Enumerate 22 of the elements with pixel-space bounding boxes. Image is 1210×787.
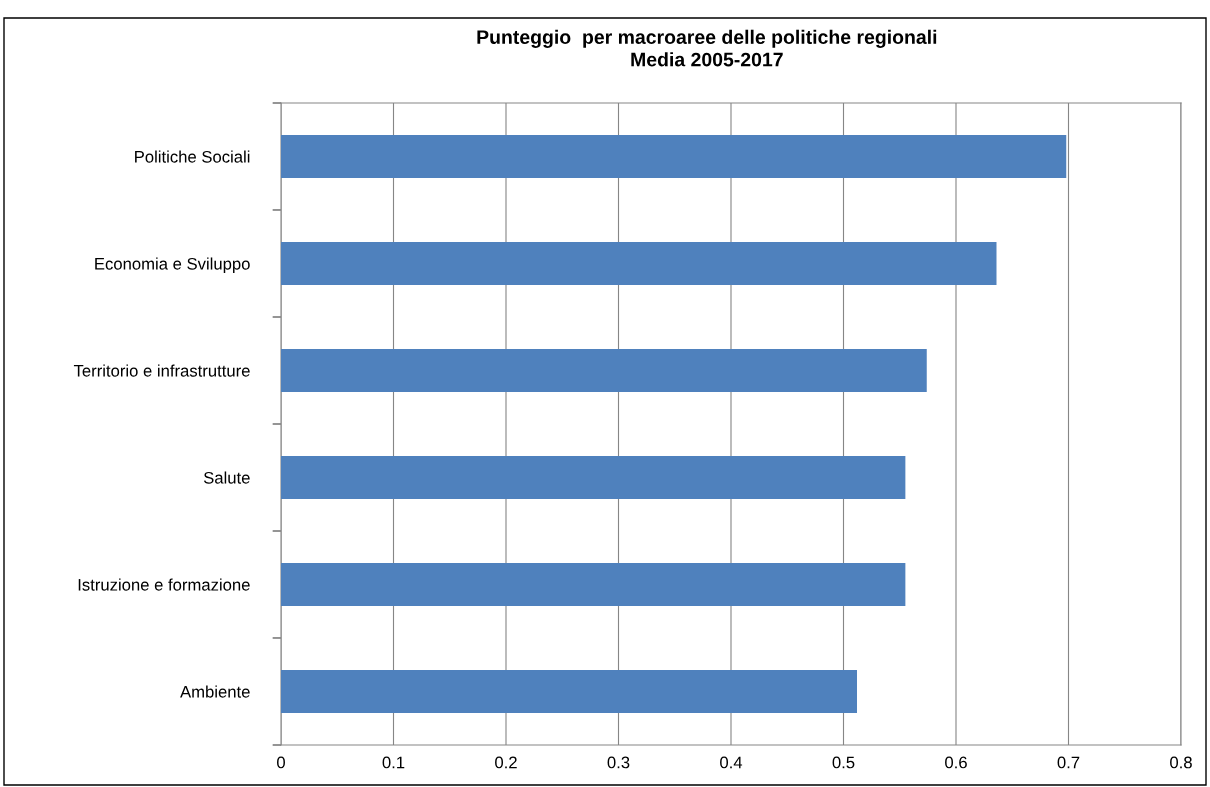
bar: [281, 242, 997, 285]
y-tick-label: Economia e Sviluppo: [95, 257, 250, 273]
x-tick-label: 0.2: [495, 756, 517, 769]
bar: [281, 563, 906, 606]
x-tick-label: 0.8: [1170, 756, 1192, 769]
bar: [281, 456, 906, 499]
chart-title: Punteggio per macroaree delle politiche regionali Media 2005-2017: [477, 29, 937, 67]
x-tick-label: 0.5: [832, 756, 855, 769]
y-tick-label: Ambiente: [180, 685, 250, 698]
x-tick-label: 0.3: [607, 756, 630, 769]
x-tick-label: 0.6: [945, 756, 967, 769]
x-tick-label: 0.7: [1057, 756, 1080, 769]
y-tick-label: Istruzione e formazione: [78, 578, 250, 591]
bar: [281, 135, 1067, 178]
y-tick-label: Territorio e infrastrutture: [73, 364, 250, 377]
x-tick-label: 0.4: [720, 756, 743, 769]
x-tick-label: 0.1: [382, 756, 405, 769]
bar: [281, 670, 857, 713]
y-tick-label: Politiche Sociali: [135, 150, 250, 163]
bar: [281, 349, 927, 392]
y-tick-label: Salute: [203, 471, 250, 484]
x-tick-label: 0: [277, 756, 285, 769]
